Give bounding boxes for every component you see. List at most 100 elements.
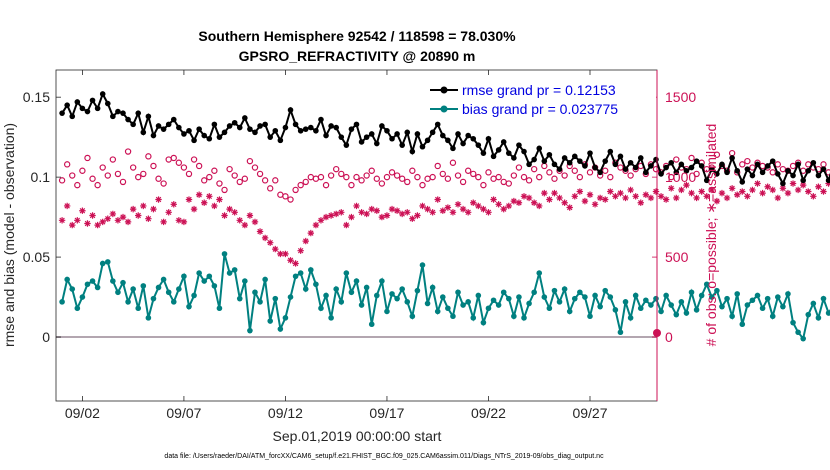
- assimilated-point: [135, 212, 142, 219]
- bias-point: [455, 289, 461, 296]
- bias-point: [262, 276, 268, 283]
- assimilated-point: [368, 205, 375, 213]
- possible-point: [145, 153, 152, 160]
- possible-point: [444, 175, 452, 182]
- bias-point: [434, 308, 441, 315]
- bias-point: [475, 292, 482, 299]
- rmse-point: [155, 123, 162, 129]
- bias-point: [69, 286, 76, 292]
- bias-point: [526, 300, 532, 307]
- possible-point: [576, 173, 584, 181]
- rmse-point: [480, 150, 487, 156]
- assimilated-point: [170, 201, 177, 208]
- assimilated-point: [627, 186, 634, 194]
- rmse-point: [353, 121, 360, 128]
- rmse-point: [780, 180, 786, 187]
- assimilated-point: [180, 218, 188, 226]
- rmse-point: [805, 167, 812, 174]
- rmse-point: [739, 179, 746, 185]
- rmse-point: [820, 166, 827, 172]
- rmse-point: [181, 131, 187, 137]
- possible-point: [175, 159, 183, 166]
- bias-point: [374, 292, 380, 299]
- rmse-point: [698, 163, 705, 169]
- rmse-point: [688, 164, 695, 171]
- possible-point: [180, 164, 188, 171]
- rmse-point: [343, 142, 350, 148]
- assimilated-point: [490, 196, 497, 203]
- rmse-point: [231, 119, 238, 126]
- possible-point: [124, 148, 132, 155]
- possible-point: [693, 170, 700, 178]
- possible-point: [150, 162, 157, 170]
- rmse-point: [597, 169, 603, 176]
- bias-point: [313, 281, 319, 288]
- assimilated-point: [449, 209, 457, 216]
- rmse-point: [379, 123, 385, 129]
- possible-point: [470, 170, 477, 178]
- assimilated-point: [409, 215, 416, 222]
- assimilated-point: [637, 199, 644, 206]
- bias-point: [439, 294, 446, 300]
- bias-point: [810, 300, 817, 307]
- series-assimilated: [58, 180, 830, 267]
- y-tick-label: 0.05: [23, 249, 50, 265]
- assimilated-point: [424, 205, 431, 213]
- rmse-point: [358, 139, 365, 145]
- possible-point: [256, 170, 264, 178]
- bias-point: [125, 299, 131, 305]
- assimilated-point: [591, 201, 599, 208]
- bias-point: [353, 278, 360, 284]
- possible-point: [129, 164, 137, 171]
- possible-point: [414, 173, 421, 181]
- bias-point: [292, 273, 299, 280]
- possible-point: [211, 167, 218, 174]
- assimilated-point: [89, 212, 96, 219]
- rmse-point: [348, 126, 355, 132]
- bias-point: [318, 305, 324, 312]
- bias-point: [414, 287, 421, 294]
- assimilated-point: [414, 212, 421, 219]
- assimilated-point: [749, 186, 756, 194]
- chart-subtitle: GPSRO_REFRACTIVITY @ 20890 m: [239, 48, 476, 64]
- assimilated-point: [470, 199, 477, 206]
- rmse-point: [399, 142, 405, 148]
- assimilated-point: [708, 186, 716, 194]
- possible-point: [525, 177, 533, 184]
- bias-point: [658, 308, 664, 315]
- rmse-point: [653, 156, 659, 163]
- legend-bias-label: bias grand pr = 0.023775: [462, 101, 618, 117]
- assimilated-point: [769, 186, 776, 194]
- possible-point: [739, 161, 746, 168]
- rmse-point: [612, 161, 619, 168]
- series-bias: [59, 251, 830, 342]
- bias-point: [328, 315, 334, 321]
- possible-point: [505, 180, 512, 187]
- rmse-point: [571, 153, 578, 160]
- bias-point: [511, 313, 517, 320]
- possible-point: [297, 181, 304, 189]
- possible-point: [206, 173, 213, 181]
- assimilated-point: [206, 193, 213, 200]
- possible-point: [317, 173, 325, 181]
- rmse-point: [211, 121, 218, 128]
- possible-point: [94, 181, 101, 189]
- assimilated-point: [99, 218, 106, 226]
- assimilated-point: [160, 218, 167, 226]
- assimilated-point: [378, 213, 386, 221]
- possible-point: [338, 170, 345, 178]
- rmse-point: [282, 124, 289, 131]
- bias-point: [703, 281, 710, 288]
- possible-point: [292, 186, 299, 194]
- bias-point: [389, 291, 395, 297]
- assimilated-point: [693, 194, 700, 202]
- assimilated-point: [119, 213, 127, 221]
- bias-point: [89, 278, 96, 284]
- assimilated-point: [718, 189, 726, 197]
- assimilated-point: [505, 202, 512, 210]
- assimilated-point: [754, 180, 761, 187]
- assimilated-point: [688, 189, 695, 197]
- bias-point: [302, 286, 309, 292]
- bias-point: [566, 308, 573, 315]
- bias-point: [693, 307, 700, 313]
